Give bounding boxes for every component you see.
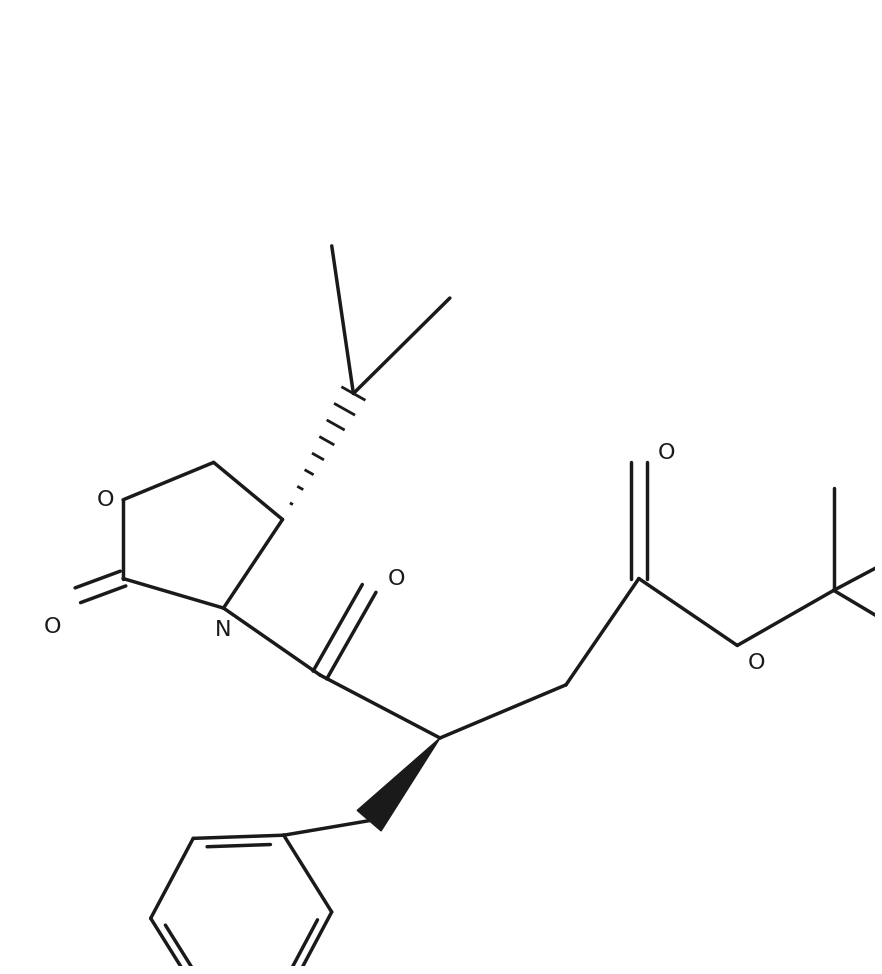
Text: O: O [658,442,675,463]
Text: O: O [748,654,766,673]
Text: N: N [215,619,232,640]
Text: O: O [388,569,406,588]
Text: O: O [43,617,61,637]
Text: O: O [97,490,114,509]
Polygon shape [357,738,440,831]
